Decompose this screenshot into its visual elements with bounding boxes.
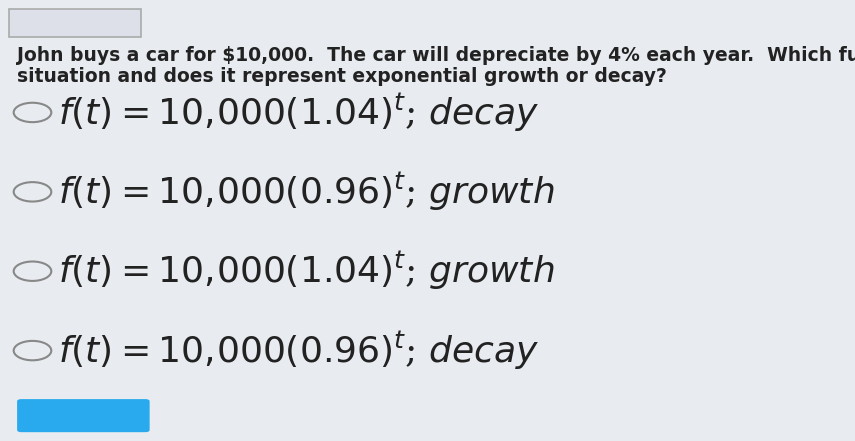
Text: $f(t) = 10,\!000(0.96)^{t}$; $\mathit{decay}$: $f(t) = 10,\!000(0.96)^{t}$; $\mathit{de… — [58, 329, 540, 372]
Text: $f(t) = 10,\!000(0.96)^{t}$; $\mathit{growth}$: $f(t) = 10,\!000(0.96)^{t}$; $\mathit{gr… — [58, 171, 555, 213]
Text: $f(t) = 10,\!000(1.04)^{t}$; $\mathit{decay}$: $f(t) = 10,\!000(1.04)^{t}$; $\mathit{de… — [58, 91, 540, 134]
FancyBboxPatch shape — [9, 9, 141, 37]
Text: situation and does it represent exponential growth or decay?: situation and does it represent exponent… — [17, 67, 667, 86]
Text: John buys a car for $10,000.  The car will depreciate by 4% each year.  Which fu: John buys a car for $10,000. The car wil… — [17, 46, 855, 65]
FancyBboxPatch shape — [17, 399, 150, 432]
Text: $f(t) = 10,\!000(1.04)^{t}$; $\mathit{growth}$: $f(t) = 10,\!000(1.04)^{t}$; $\mathit{gr… — [58, 250, 555, 292]
